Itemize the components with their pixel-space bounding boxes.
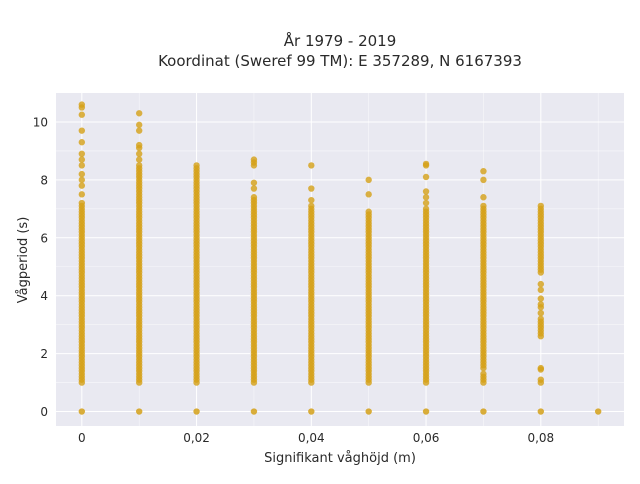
x-axis-label: Signifikant våghöjd (m) — [264, 451, 416, 466]
data-point — [537, 315, 545, 323]
data-point — [480, 167, 487, 175]
data-point — [78, 139, 86, 146]
chart-title-line2: Koordinat (Sweref 99 TM): E 357289, N 61… — [158, 52, 522, 70]
data-point — [250, 194, 258, 201]
data-point — [78, 101, 86, 108]
data-point — [480, 176, 487, 184]
x-tick-label: 0,04 — [298, 431, 325, 445]
data-point-zero — [422, 408, 430, 415]
data-point — [78, 111, 86, 118]
x-tick-label: 0,06 — [413, 431, 440, 445]
data-point — [365, 176, 372, 184]
data-point — [250, 179, 258, 186]
data-point — [365, 191, 372, 198]
data-point — [250, 185, 258, 192]
data-point-zero — [480, 408, 487, 415]
data-point — [78, 191, 86, 198]
data-point-zero — [135, 408, 143, 415]
tick-labels: 0 2 4 6 8 10 0 0,02 0,04 0,06 0,08 — [33, 115, 554, 445]
x-tick-label: 0 — [78, 431, 86, 445]
data-point — [78, 150, 86, 158]
data-point — [308, 162, 315, 169]
data-point — [78, 127, 86, 134]
data-point — [480, 370, 487, 378]
data-point — [480, 194, 487, 201]
data-point — [308, 202, 315, 210]
data-point — [537, 295, 545, 302]
data-point-zero — [193, 408, 200, 415]
data-point — [537, 301, 545, 308]
data-point — [78, 176, 86, 184]
data-point-zero — [250, 408, 258, 415]
y-axis-label: Vågperiod (s) — [16, 217, 31, 304]
data-point — [135, 162, 143, 169]
data-point — [78, 162, 86, 169]
y-tick-label: 2 — [40, 347, 48, 361]
data-point — [135, 156, 143, 163]
data-point — [308, 196, 315, 204]
x-tick-label: 0,08 — [527, 431, 554, 445]
data-point — [78, 156, 86, 163]
data-point — [135, 127, 143, 134]
chart-title-line1: År 1979 - 2019 — [284, 31, 397, 50]
data-point-zero — [594, 408, 602, 415]
data-point — [308, 185, 315, 192]
data-point — [422, 173, 430, 181]
data-point — [422, 194, 430, 201]
data-point — [537, 364, 545, 372]
data-point-zero — [308, 408, 315, 415]
y-tick-label: 8 — [40, 173, 48, 187]
data-point-zero — [537, 408, 545, 415]
data-point — [422, 160, 430, 168]
data-point — [537, 286, 545, 294]
y-tick-label: 0 — [40, 405, 48, 419]
data-point — [135, 110, 143, 117]
data-point — [135, 121, 143, 129]
data-point — [537, 376, 545, 383]
data-point-zero — [78, 408, 86, 415]
data-point — [537, 309, 545, 317]
data-point — [78, 170, 86, 178]
data-point — [537, 202, 545, 210]
data-point — [78, 199, 86, 207]
data-point-zero — [365, 408, 372, 415]
data-point — [422, 199, 430, 207]
data-point — [422, 205, 430, 213]
data-point — [78, 182, 86, 189]
data-point — [480, 202, 487, 210]
data-point — [135, 141, 143, 149]
y-tick-label: 10 — [33, 115, 48, 129]
data-point — [250, 156, 258, 163]
y-tick-label: 4 — [40, 289, 48, 303]
y-tick-label: 6 — [40, 231, 48, 245]
data-point — [422, 188, 430, 195]
data-point — [537, 280, 545, 288]
plot-area — [56, 93, 624, 426]
data-point — [135, 150, 143, 158]
data-point — [193, 162, 200, 169]
data-point — [365, 208, 372, 215]
scatter-points — [78, 101, 602, 415]
x-tick-label: 0,02 — [183, 431, 210, 445]
